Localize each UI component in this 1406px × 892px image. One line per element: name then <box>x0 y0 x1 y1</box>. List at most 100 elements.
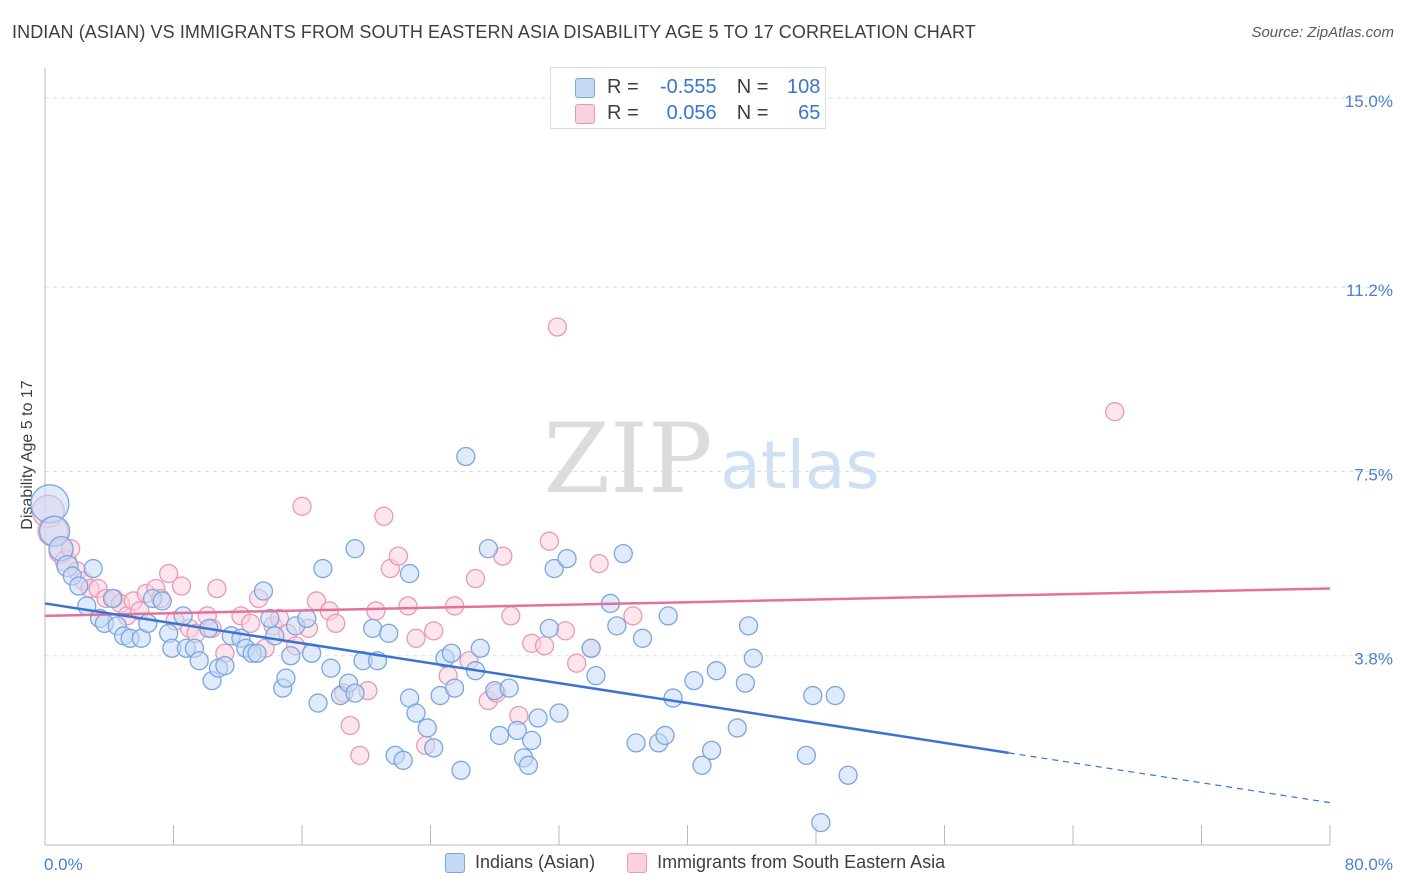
data-point <box>549 703 569 723</box>
data-point <box>522 730 542 751</box>
data-point <box>544 558 564 579</box>
data-point <box>345 683 365 703</box>
n-label: N = <box>736 76 769 98</box>
legend-item-indians[interactable]: Indians (Asian) <box>445 852 595 873</box>
data-point <box>825 685 845 706</box>
blue-points <box>30 446 858 833</box>
x-tick-label: 80.0% <box>1345 855 1393 874</box>
data-point <box>159 563 179 584</box>
data-point <box>456 446 476 467</box>
y-tick-label: 11.2% <box>1346 281 1393 300</box>
data-point <box>470 638 490 658</box>
blue-swatch <box>445 852 465 873</box>
watermark-atlas: atlas <box>720 427 880 504</box>
data-point <box>340 715 360 736</box>
data-point <box>632 628 653 648</box>
data-point <box>173 606 193 626</box>
data-point <box>803 685 823 706</box>
data-point <box>292 496 312 516</box>
data-point <box>465 568 486 589</box>
data-point <box>586 666 606 686</box>
data-point <box>663 688 683 708</box>
data-point <box>658 606 678 626</box>
data-point <box>399 563 420 584</box>
data-point <box>281 646 301 666</box>
data-point <box>276 668 296 688</box>
y-tick-label: 3.8% <box>1354 650 1393 669</box>
r-label: R = <box>607 76 639 98</box>
data-point <box>567 653 587 673</box>
n-value: 65 <box>798 102 821 124</box>
chart-title: INDIAN (ASIAN) VS IMMIGRANTS FROM SOUTH … <box>12 22 976 42</box>
data-point <box>441 643 462 663</box>
data-point <box>838 765 858 785</box>
data-point <box>345 539 365 559</box>
y-tick-label: 7.5% <box>1354 465 1393 484</box>
data-point <box>247 643 267 663</box>
stats-row-immigrants: R = 0.056 N = 65 <box>575 102 820 125</box>
data-point <box>363 618 383 638</box>
data-point <box>507 720 527 741</box>
data-point <box>102 588 123 609</box>
pink-swatch <box>627 852 648 873</box>
trend-line-indians-extension <box>1008 752 1331 804</box>
data-point <box>451 760 471 780</box>
data-point <box>297 608 317 629</box>
legend-item-immigrants[interactable]: Immigrants from South Eastern Asia <box>627 852 945 873</box>
data-point <box>260 608 280 629</box>
data-point <box>555 621 576 641</box>
data-point <box>626 733 646 753</box>
data-point <box>1105 402 1125 422</box>
data-point <box>69 576 89 596</box>
data-point <box>589 553 609 574</box>
data-point <box>581 638 601 658</box>
data-point <box>424 621 444 641</box>
pink-points <box>31 317 1125 766</box>
data-point <box>684 670 704 691</box>
r-value: 0.056 <box>666 102 717 124</box>
trend-lines <box>44 587 1331 804</box>
r-label: R = <box>607 102 639 124</box>
data-point <box>518 755 539 775</box>
blue-swatch <box>575 77 595 98</box>
y-tick-label: 15.0% <box>1345 92 1393 111</box>
data-point <box>417 718 437 738</box>
grid-lines <box>45 97 1390 657</box>
data-point <box>406 703 426 723</box>
legend-label: Indians (Asian) <box>475 852 596 872</box>
data-point <box>398 596 418 616</box>
data-point <box>557 548 577 569</box>
data-point <box>623 606 643 626</box>
trend-line-immigrants <box>44 587 1331 618</box>
data-point <box>83 558 103 579</box>
data-point <box>539 531 560 551</box>
data-point <box>478 539 498 559</box>
data-point <box>207 578 227 599</box>
data-point <box>501 606 521 626</box>
data-point <box>313 558 333 579</box>
data-point <box>607 616 627 636</box>
data-point <box>735 673 755 693</box>
data-point <box>215 656 235 676</box>
bottom-legend: Indians (Asian) Immigrants from South Ea… <box>445 852 977 873</box>
data-point <box>350 745 370 766</box>
n-value: 108 <box>787 76 821 98</box>
axes <box>44 68 1331 846</box>
data-point <box>743 648 764 668</box>
data-point <box>406 628 426 648</box>
data-point <box>366 601 386 621</box>
data-point <box>138 613 158 634</box>
tick-labels: 3.8% 7.5% 11.2% 15.0% 0.0% 80.0% <box>44 92 1393 874</box>
n-label: N = <box>736 102 769 124</box>
data-point <box>547 317 568 337</box>
data-point <box>379 623 399 643</box>
watermark: ZIP atlas <box>543 403 879 515</box>
data-point <box>308 693 328 713</box>
data-point <box>706 661 727 681</box>
data-point <box>539 618 560 638</box>
data-point <box>613 543 633 564</box>
data-point <box>265 626 285 646</box>
data-point <box>321 658 341 678</box>
data-point <box>489 725 510 746</box>
